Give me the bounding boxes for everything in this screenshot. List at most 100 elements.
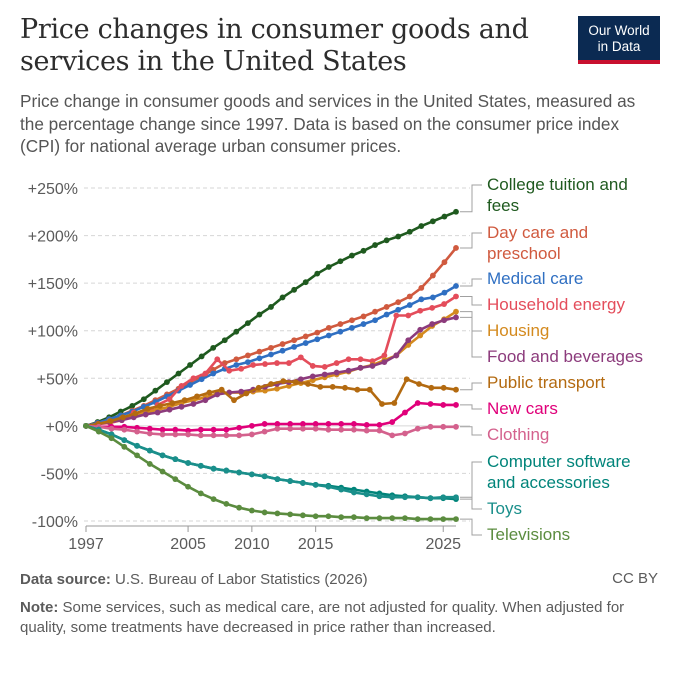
data-point-new-cars: [197, 426, 204, 433]
data-point-college-tuition-and-fees: [406, 228, 413, 235]
data-point-household-energy: [226, 367, 233, 374]
data-point-day-care-and-preschool: [256, 348, 263, 355]
data-point-medical-care: [244, 359, 251, 366]
data-point-televisions: [146, 461, 153, 467]
data-point-food-and-beverages: [405, 337, 412, 344]
data-point-toys: [146, 447, 153, 454]
label-connector: [460, 518, 482, 536]
data-point-medical-care: [187, 382, 193, 388]
data-point-food-and-beverages: [214, 391, 221, 398]
data-point-clothing: [121, 426, 128, 433]
data-point-public-transport: [218, 386, 225, 393]
data-point-day-care-and-preschool: [349, 317, 355, 324]
data-point-toys: [172, 456, 179, 463]
data-point-new-cars: [172, 426, 179, 433]
series-label: Toys: [487, 499, 522, 518]
data-point-toys: [159, 452, 166, 459]
chart-subtitle: Price change in consumer goods and servi…: [20, 91, 636, 156]
series-label: Public transport: [487, 373, 605, 392]
data-point-medical-care: [256, 355, 263, 362]
data-point-televisions: [325, 513, 332, 520]
data-point-clothing: [108, 425, 115, 432]
data-point-clothing: [172, 431, 179, 438]
data-point-day-care-and-preschool: [325, 324, 332, 331]
data-point-public-transport: [403, 376, 410, 383]
data-point-new-cars: [338, 421, 345, 427]
data-point-toys: [363, 491, 370, 498]
data-point-medical-care: [453, 283, 459, 289]
data-point-clothing: [287, 425, 294, 432]
data-point-household-energy: [297, 354, 304, 361]
data-point-new-cars: [223, 426, 230, 433]
data-point-televisions: [351, 514, 357, 521]
data-point-college-tuition-and-fees: [383, 237, 390, 244]
data-point-college-tuition-and-fees: [164, 379, 170, 385]
data-point-clothing: [236, 432, 243, 439]
series-label: Televisions: [487, 525, 570, 544]
data-point-medical-care: [268, 351, 274, 358]
owid-logo[interactable]: Our World in Data: [578, 16, 660, 64]
data-point-college-tuition-and-fees: [210, 344, 217, 351]
y-tick-label: -50%: [41, 466, 78, 483]
data-point-new-cars: [159, 426, 166, 433]
data-point-clothing: [414, 425, 421, 432]
data-point-televisions: [197, 490, 204, 497]
data-point-college-tuition-and-fees: [221, 337, 228, 344]
data-point-clothing: [185, 431, 191, 438]
data-point-household-energy: [393, 312, 400, 319]
data-point-televisions: [312, 513, 319, 520]
data-point-medical-care: [372, 317, 378, 324]
series-line-food-and-beverages: [85, 316, 457, 428]
data-point-medical-care: [395, 306, 402, 313]
source-link[interactable]: U.S. Bureau of Labor Statistics (2026): [115, 571, 368, 588]
data-point-toys: [453, 494, 459, 501]
data-point-household-energy: [190, 375, 197, 382]
data-point-toys: [287, 478, 294, 484]
data-point-medical-care: [406, 302, 413, 308]
data-point-televisions: [389, 515, 396, 522]
data-point-televisions: [236, 504, 243, 511]
data-point-college-tuition-and-fees: [129, 402, 136, 409]
data-point-food-and-beverages: [321, 371, 328, 378]
series-label: Medical care: [487, 269, 583, 288]
data-point-food-and-beverages: [429, 321, 436, 327]
data-point-college-tuition-and-fees: [187, 362, 193, 368]
data-point-public-transport: [428, 384, 435, 391]
data-point-clothing: [274, 425, 281, 432]
data-point-medical-care: [337, 328, 344, 335]
data-point-toys: [338, 486, 345, 493]
label-connector: [460, 278, 482, 287]
data-point-college-tuition-and-fees: [175, 370, 182, 377]
data-point-day-care-and-preschool: [244, 352, 251, 359]
data-point-food-and-beverages: [381, 359, 388, 366]
data-point-day-care-and-preschool: [279, 341, 286, 347]
data-point-clothing: [338, 426, 345, 433]
data-point-public-transport: [292, 379, 299, 385]
data-point-college-tuition-and-fees: [198, 353, 205, 360]
data-point-food-and-beverages: [369, 363, 376, 369]
data-point-food-and-beverages: [154, 409, 161, 416]
data-point-day-care-and-preschool: [268, 344, 274, 351]
data-point-day-care-and-preschool: [314, 329, 321, 336]
data-point-medical-care: [418, 296, 425, 303]
data-point-day-care-and-preschool: [441, 259, 448, 266]
data-point-household-energy: [238, 365, 245, 372]
data-point-food-and-beverages: [333, 369, 340, 376]
x-tick-label: 2010: [234, 536, 270, 553]
data-point-televisions: [248, 507, 255, 514]
x-tick-label: 2015: [298, 536, 334, 553]
logo-line-1: Our World: [588, 23, 650, 38]
data-point-public-transport: [255, 384, 262, 391]
x-tick-label: 2025: [425, 536, 461, 553]
data-point-medical-care: [233, 362, 240, 368]
data-point-toys: [261, 473, 268, 480]
data-point-toys: [351, 489, 357, 496]
data-point-new-cars: [402, 409, 408, 416]
data-point-televisions: [210, 496, 217, 503]
x-tick-label: 1997: [68, 536, 104, 553]
license-link[interactable]: CC BY: [612, 570, 658, 587]
data-point-clothing: [261, 428, 268, 435]
data-point-televisions: [108, 435, 115, 442]
data-point-public-transport: [354, 386, 361, 393]
data-point-public-transport: [107, 418, 114, 424]
